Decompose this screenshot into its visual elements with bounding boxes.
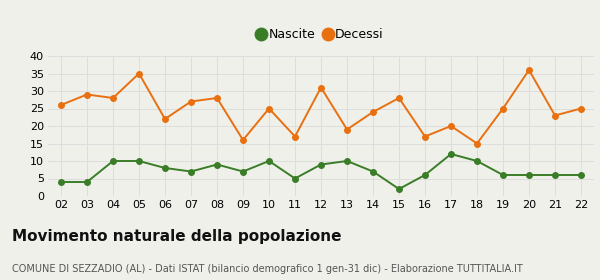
Nascite: [136, 159, 143, 163]
Decessi: [343, 128, 350, 131]
Decessi: [421, 135, 428, 138]
Nascite: [161, 166, 169, 170]
Decessi: [136, 72, 143, 75]
Legend: Nascite, Decessi: Nascite, Decessi: [253, 23, 389, 46]
Line: Nascite: Nascite: [58, 151, 584, 192]
Nascite: [214, 163, 221, 166]
Decessi: [317, 86, 325, 89]
Nascite: [343, 159, 350, 163]
Nascite: [370, 170, 377, 173]
Nascite: [421, 173, 428, 177]
Text: COMUNE DI SEZZADIO (AL) - Dati ISTAT (bilancio demografico 1 gen-31 dic) - Elabo: COMUNE DI SEZZADIO (AL) - Dati ISTAT (bi…: [12, 264, 523, 274]
Decessi: [448, 124, 455, 128]
Nascite: [83, 180, 91, 184]
Decessi: [58, 103, 65, 107]
Decessi: [577, 107, 584, 110]
Nascite: [551, 173, 559, 177]
Nascite: [265, 159, 272, 163]
Decessi: [370, 110, 377, 114]
Nascite: [499, 173, 506, 177]
Nascite: [109, 159, 116, 163]
Decessi: [526, 68, 533, 72]
Decessi: [83, 93, 91, 96]
Decessi: [473, 142, 481, 145]
Nascite: [239, 170, 247, 173]
Decessi: [187, 100, 194, 103]
Text: Movimento naturale della popolazione: Movimento naturale della popolazione: [12, 228, 341, 244]
Nascite: [473, 159, 481, 163]
Decessi: [395, 96, 403, 100]
Nascite: [317, 163, 325, 166]
Decessi: [551, 114, 559, 117]
Nascite: [187, 170, 194, 173]
Nascite: [448, 152, 455, 156]
Decessi: [109, 96, 116, 100]
Nascite: [577, 173, 584, 177]
Nascite: [526, 173, 533, 177]
Decessi: [161, 117, 169, 121]
Line: Decessi: Decessi: [58, 67, 584, 146]
Decessi: [499, 107, 506, 110]
Decessi: [265, 107, 272, 110]
Decessi: [239, 138, 247, 142]
Nascite: [395, 187, 403, 191]
Nascite: [58, 180, 65, 184]
Decessi: [292, 135, 299, 138]
Decessi: [214, 96, 221, 100]
Nascite: [292, 177, 299, 180]
